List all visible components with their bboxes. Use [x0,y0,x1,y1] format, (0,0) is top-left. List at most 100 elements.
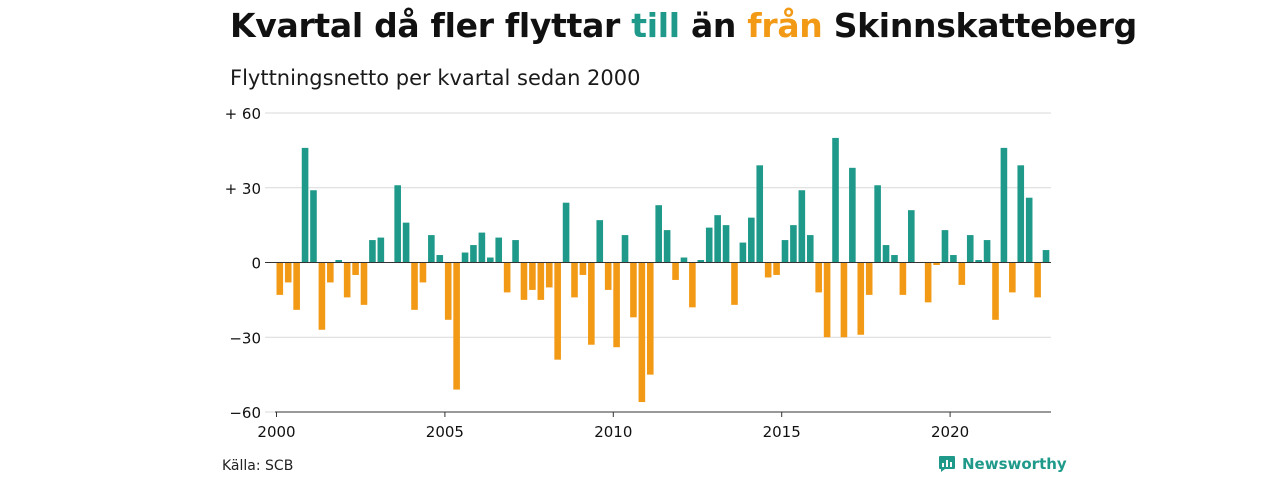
bar-q2 [284,262,292,283]
bar-q58 [756,165,764,263]
bar-q76 [908,210,915,263]
brand-label: Newsworthy [962,455,1067,473]
bar-q28 [503,262,511,293]
bar-q55 [731,262,738,305]
bar-q6 [318,262,326,330]
bar-q61 [781,240,789,263]
x-tick-label: 2000 [257,423,295,441]
bar-q68 [840,262,848,338]
bar-q21 [444,262,452,320]
bar-q26 [487,257,494,263]
bar-q7 [327,262,334,283]
bar-q31 [529,262,536,290]
bar-q81 [950,255,957,263]
bar-q49 [680,257,688,263]
bar-q64 [806,235,814,263]
bar-q1 [276,262,284,295]
bar-q16 [402,222,410,263]
title-part-1: Kvartal då fler flyttar [230,6,632,45]
bar-q4 [301,147,309,263]
bar-q46 [655,205,662,263]
bar-q48 [672,262,679,280]
bar-q37 [579,262,587,275]
bar-q85 [983,240,991,263]
bar-q17 [411,262,418,310]
title-highlight-fran: från [747,6,823,45]
bar-q72 [874,185,881,263]
bar-q62 [790,225,797,263]
bar-q47 [663,230,671,263]
bar-q92 [1042,250,1050,263]
bar-q75 [899,262,907,295]
bar-q70 [857,262,865,335]
bar-q65 [815,262,822,293]
bar-q30 [520,262,528,300]
bar-q80 [941,230,949,263]
bar-q87 [1000,147,1008,263]
bar-q45 [646,262,654,375]
bar-q9 [343,262,351,298]
bar-q25 [478,232,486,263]
bar-q5 [310,190,317,263]
bar-q23 [461,252,469,263]
bar-q86 [992,262,999,320]
bar-q42 [621,235,629,263]
y-tick-label: −60 [229,404,261,422]
bar-q35 [562,202,570,263]
bar-q78 [924,262,932,303]
bar-q44 [638,262,646,403]
bar-q29 [512,240,519,263]
source-note: Källa: SCB [222,458,294,474]
bars [276,137,1050,403]
bar-q22 [453,262,460,390]
bar-q69 [849,167,856,263]
bar-q66 [823,262,831,338]
bar-q59 [764,262,772,278]
bar-q71 [865,262,873,295]
bar-q82 [958,262,966,285]
bar-q19 [428,235,435,263]
bar-q40 [604,262,612,290]
bar-q3 [293,262,300,310]
bar-q24 [470,245,477,263]
title-part-2: än [679,6,748,45]
x-tick-label: 2010 [594,423,632,441]
chart-title: Kvartal då fler flyttar till än från Ski… [230,6,1137,45]
bar-q36 [571,262,578,298]
x-tick-label: 2015 [763,423,801,441]
bar-q51 [697,260,705,263]
bar-q84 [975,260,982,263]
bar-q57 [748,217,755,263]
bar-q33 [545,262,553,288]
bar-q54 [722,225,730,263]
newsworthy-logo-icon [939,456,955,472]
bar-q20 [436,255,444,263]
title-part-3: Skinnskatteberg [822,6,1138,45]
bar-q88 [1009,262,1016,293]
bar-q11 [360,262,368,305]
bar-q43 [630,262,637,318]
y-tick-label: + 30 [225,180,261,198]
bar-q15 [394,185,401,263]
bar-q74 [891,255,898,263]
bar-q38 [588,262,595,345]
bar-q53 [714,215,721,263]
bar-q73 [882,245,890,263]
x-tick-label: 2020 [931,423,969,441]
bar-q83 [966,235,974,263]
title-highlight-till: till [631,6,680,45]
bar-q32 [537,262,545,300]
bar-q60 [773,262,780,275]
bar-q89 [1017,165,1025,263]
bar-q67 [832,137,839,263]
bar-q27 [495,237,503,263]
x-tick-label: 2005 [426,423,464,441]
bar-q18 [419,262,427,283]
bar-q39 [596,220,604,263]
bar-q41 [613,262,620,348]
bar-q90 [1025,197,1033,263]
bar-q63 [798,190,806,263]
bar-q10 [352,262,359,275]
chart-subtitle: Flyttningsnetto per kvartal sedan 2000 [230,66,641,90]
